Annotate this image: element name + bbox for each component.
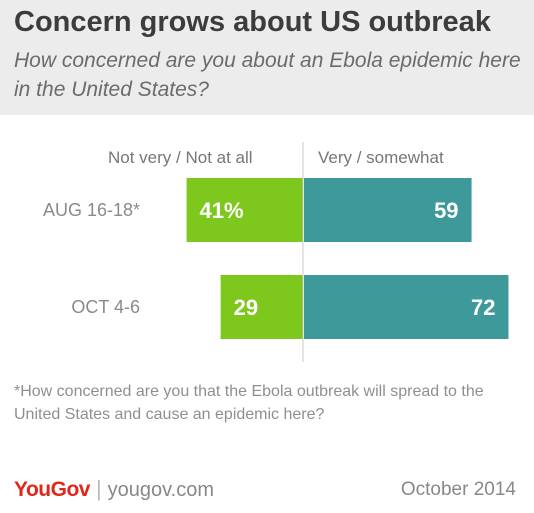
- bar-negative: [220, 275, 303, 339]
- brand-separator: |: [95, 476, 102, 501]
- chart-subtitle: How concerned are you about an Ebola epi…: [14, 49, 521, 101]
- publication-date: October 2014: [400, 479, 516, 500]
- brand-footer: YouGov | yougov.com: [14, 476, 214, 506]
- bar-negative: [186, 178, 303, 242]
- data-label-positive: 59: [434, 198, 458, 223]
- legend-negative: Not very / Not at all: [108, 148, 253, 167]
- category-label: OCT 4-6: [71, 297, 140, 317]
- brand-url: yougov.com: [107, 479, 215, 501]
- data-label-negative: 41%: [200, 198, 244, 223]
- data-label-negative: 29: [234, 295, 258, 320]
- yougov-logo: YouGov: [14, 478, 90, 501]
- legend-positive: Very / somewhat: [318, 148, 444, 167]
- bar-positive: [304, 178, 472, 242]
- chart-title: Concern grows about US outbreak: [14, 6, 491, 38]
- header-panel: Concern grows about US outbreak How conc…: [0, 0, 534, 115]
- data-label-positive: 72: [471, 295, 495, 320]
- footnote: *How concerned are you that the Ebola ou…: [14, 383, 484, 423]
- bar-chart: AUG 16-18* 41% 59 OCT 4-6 29 72: [43, 142, 509, 362]
- category-label: AUG 16-18*: [43, 200, 140, 220]
- bar-positive: [304, 275, 509, 339]
